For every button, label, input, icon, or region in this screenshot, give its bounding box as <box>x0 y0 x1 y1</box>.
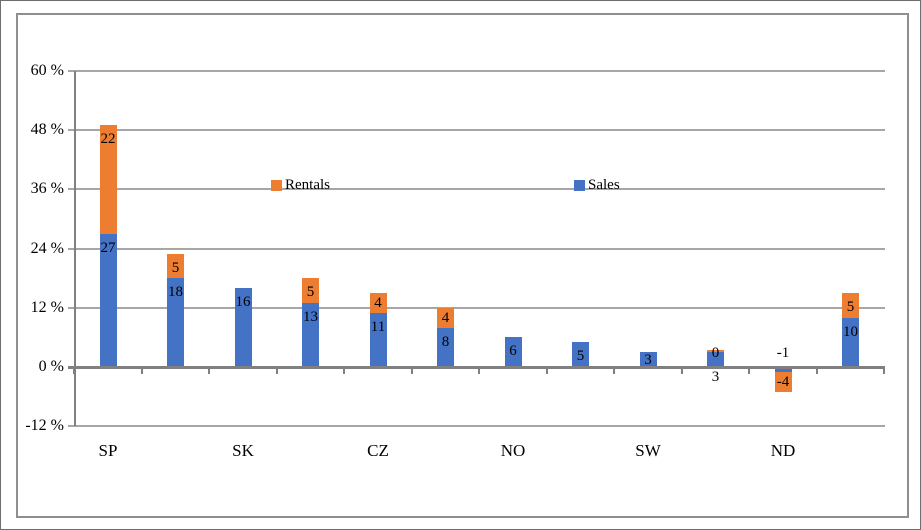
bar-value-label-rentals-slot10: 0 <box>711 345 720 361</box>
x-axis-zero-line <box>68 365 885 369</box>
y-axis-label: 12 % <box>30 298 64 316</box>
bar-value-label-sales-slot4: 13 <box>303 308 318 325</box>
bar-sales-slot5 <box>369 312 387 367</box>
bar-sales-slot4 <box>302 302 319 367</box>
legend-item-sales: Sales <box>574 177 620 193</box>
y-axis-label: 48 % <box>30 121 64 139</box>
gridline-12 <box>68 306 885 309</box>
legend-label-sales: Sales <box>588 177 620 193</box>
x-axis-tick <box>680 367 683 374</box>
bar-sales-slot9 <box>639 352 657 367</box>
y-axis-label: 36 % <box>30 180 64 198</box>
bar-sales-slot10 <box>707 352 724 367</box>
bar-rentals-slot1 <box>99 125 117 234</box>
bar-sales-slot12 <box>842 317 859 367</box>
bar-value-label-sales-slot3: 16 <box>235 294 251 311</box>
gridline-48 <box>68 129 885 132</box>
legend-item-rentals: Rentals <box>271 177 330 193</box>
bar-sales-slot6 <box>437 327 454 367</box>
x-axis-tick <box>275 367 278 374</box>
x-axis-tick <box>613 367 616 374</box>
bar-value-label-sales-slot10: 3 <box>711 369 720 385</box>
x-axis-label-nd: ND <box>770 441 796 460</box>
bar-sales-slot2 <box>167 278 184 367</box>
y-axis-label: 0 % <box>38 358 64 375</box>
x-axis-tick <box>208 367 211 374</box>
bar-rentals-slot4 <box>302 278 319 303</box>
y-axis-label: 24 % <box>30 239 64 257</box>
x-axis-tick <box>343 367 346 374</box>
x-axis-label-no: NO <box>500 441 526 460</box>
bar-sales-slot1 <box>99 233 117 367</box>
x-axis-label-sp: SP <box>98 441 118 460</box>
bar-value-label-sales-slot2: 18 <box>168 284 183 301</box>
x-axis-label-sw: SW <box>635 441 661 460</box>
legend-label-rentals: Rentals <box>285 177 330 193</box>
bar-value-label-rentals-slot5: 4 <box>374 294 382 311</box>
bar-value-label-sales-slot7: 6 <box>509 343 517 360</box>
bar-value-label-sales-slot9: 3 <box>644 351 652 368</box>
bar-value-label-rentals-slot12: 5 <box>846 299 855 315</box>
sales-legend-swatch-icon <box>574 179 585 191</box>
bar-rentals-slot5 <box>369 293 387 313</box>
x-axis-label-cz: CZ <box>367 441 389 460</box>
x-axis-tick <box>883 367 886 374</box>
bar-value-label-rentals-slot1: 22 <box>100 131 116 148</box>
bar-value-label-sales-slot1: 27 <box>100 239 116 256</box>
x-axis-tick <box>410 367 413 374</box>
bar-value-label-sales-slot8: 5 <box>576 348 585 365</box>
bar-sales-slot7 <box>504 337 522 367</box>
gridline-36 <box>68 188 885 191</box>
bar-value-label-sales-slot12: 10 <box>843 323 858 340</box>
gridline-24 <box>68 247 885 250</box>
rentals-legend-swatch-icon <box>271 179 282 191</box>
chart-border-frame <box>16 13 909 518</box>
bar-value-label-rentals-slot6: 4 <box>441 309 450 326</box>
gridline-60 <box>68 70 885 72</box>
x-axis-label-sk: SK <box>232 441 254 460</box>
bar-sales-slot11 <box>774 367 792 372</box>
bar-rentals-slot10 <box>707 350 724 353</box>
x-axis-tick <box>478 367 481 374</box>
y-axis-line <box>73 71 76 427</box>
x-axis-tick <box>748 367 751 374</box>
y-axis-label: -12 % <box>25 417 64 435</box>
bar-value-label-rentals-slot11: -4 <box>776 373 790 390</box>
x-axis-tick <box>73 367 76 374</box>
bar-value-label-sales-slot5: 11 <box>370 318 386 335</box>
bar-value-label-sales-slot6: 8 <box>441 333 450 350</box>
bar-sales-slot3 <box>234 288 252 367</box>
bar-value-label-rentals-slot2: 5 <box>171 259 180 276</box>
x-axis-tick <box>140 367 143 374</box>
gridline--12 <box>68 425 885 428</box>
bar-rentals-slot11 <box>774 371 792 392</box>
x-axis-tick <box>545 367 548 374</box>
bar-value-label-rentals-slot4: 5 <box>306 284 315 301</box>
bar-rentals-slot2 <box>167 253 184 279</box>
bar-rentals-slot12 <box>842 293 859 318</box>
bar-sales-slot8 <box>572 342 589 367</box>
bar-rentals-slot6 <box>437 307 454 328</box>
y-axis-label: 60 % <box>30 62 64 79</box>
x-axis-tick <box>815 367 818 374</box>
bar-value-label-sales-slot11: -1 <box>776 345 790 361</box>
